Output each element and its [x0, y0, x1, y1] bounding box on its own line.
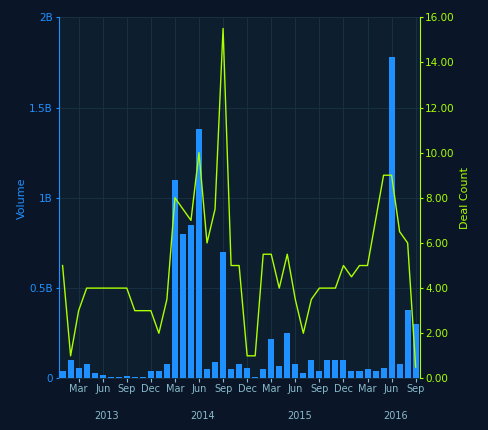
Y-axis label: Deal Count: Deal Count [460, 167, 470, 229]
Bar [276, 366, 282, 378]
Bar [180, 234, 186, 378]
Bar [92, 373, 98, 378]
Bar [260, 369, 266, 378]
Bar [140, 377, 146, 378]
Bar [132, 377, 138, 378]
Bar [397, 364, 403, 378]
Bar [300, 373, 306, 378]
Bar [341, 360, 346, 378]
Bar [388, 57, 395, 378]
Bar [148, 371, 154, 378]
Bar [83, 364, 90, 378]
Bar [308, 360, 314, 378]
Bar [100, 375, 106, 378]
Bar [348, 371, 354, 378]
Bar [284, 333, 290, 378]
Bar [413, 324, 419, 378]
Bar [76, 368, 81, 378]
Bar [67, 360, 74, 378]
Bar [365, 369, 370, 378]
Bar [212, 362, 218, 378]
Bar [164, 364, 170, 378]
Bar [116, 377, 122, 378]
Bar [292, 364, 298, 378]
Bar [220, 252, 226, 378]
Bar [196, 129, 202, 378]
Bar [405, 310, 411, 378]
Bar [124, 376, 130, 378]
Text: 2015: 2015 [287, 411, 312, 421]
Bar [244, 368, 250, 378]
Text: 2014: 2014 [191, 411, 215, 421]
Text: 2013: 2013 [94, 411, 119, 421]
Bar [325, 360, 330, 378]
Bar [172, 180, 178, 378]
Bar [316, 371, 323, 378]
Bar [60, 371, 65, 378]
Text: 2016: 2016 [383, 411, 408, 421]
Bar [156, 371, 162, 378]
Bar [252, 377, 258, 378]
Bar [228, 369, 234, 378]
Bar [268, 339, 274, 378]
Bar [108, 377, 114, 378]
Bar [381, 368, 386, 378]
Bar [372, 371, 379, 378]
Bar [356, 371, 363, 378]
Bar [332, 360, 339, 378]
Bar [236, 364, 242, 378]
Y-axis label: Volume: Volume [17, 177, 26, 218]
Bar [188, 225, 194, 378]
Bar [204, 369, 210, 378]
